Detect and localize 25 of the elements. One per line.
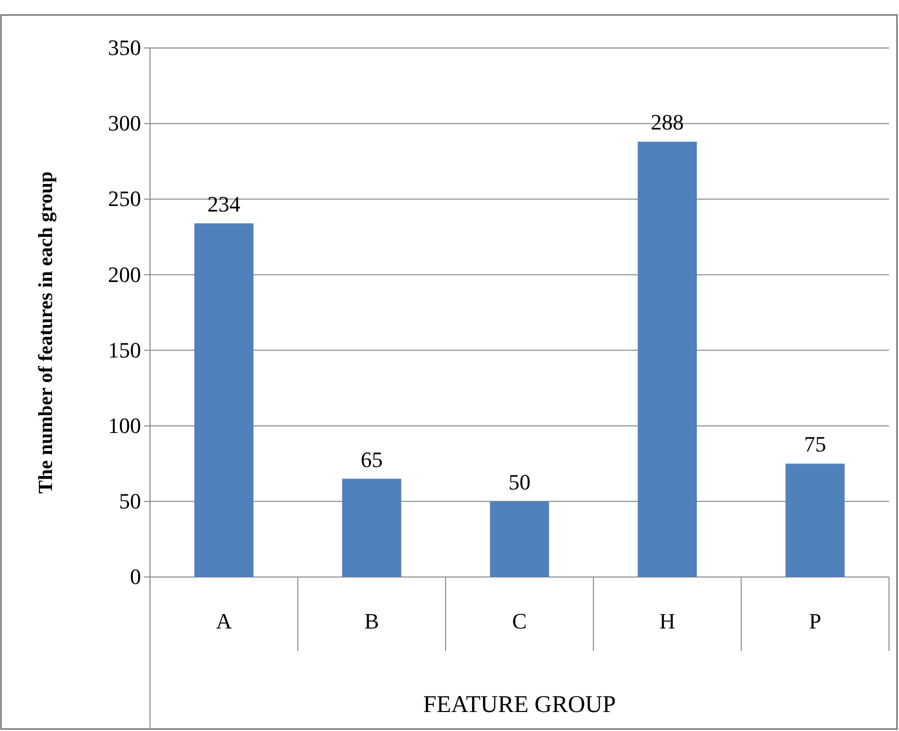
data-label: 288 xyxy=(650,110,684,135)
x-axis-title: FEATURE GROUP xyxy=(423,692,616,718)
x-tick-label: P xyxy=(808,608,822,634)
x-tick-label: C xyxy=(512,608,527,634)
bar xyxy=(490,501,550,577)
y-tick-label: 250 xyxy=(108,186,141,212)
x-tick-label: H xyxy=(659,608,676,634)
x-tick-label: A xyxy=(216,608,232,634)
y-tick-label: 150 xyxy=(108,337,141,362)
data-label: 75 xyxy=(804,432,826,457)
bar xyxy=(638,142,697,577)
data-label: 65 xyxy=(360,446,383,472)
bar xyxy=(194,223,254,577)
y-tick-label: 350 xyxy=(108,35,141,60)
y-axis-title: The number of features in each group xyxy=(35,171,57,494)
y-tick-label: 0 xyxy=(130,564,141,590)
y-tick-label: 50 xyxy=(119,488,141,514)
data-label: 50 xyxy=(508,469,530,494)
y-tick-label: 300 xyxy=(108,110,141,136)
bar xyxy=(342,478,402,577)
y-tick-label: 200 xyxy=(108,262,141,287)
x-tick-label: B xyxy=(364,608,380,634)
y-tick-label: 100 xyxy=(108,412,141,438)
bar xyxy=(786,464,845,577)
data-label: 234 xyxy=(207,191,240,216)
